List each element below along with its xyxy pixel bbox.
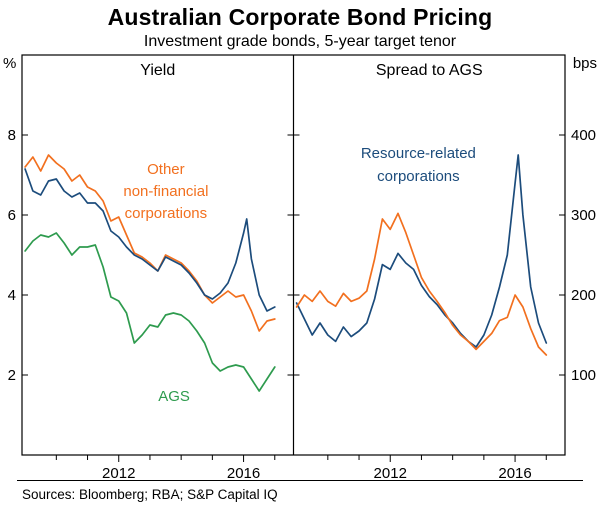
panel-title-spread-to-ags: Spread to AGS — [376, 62, 483, 79]
series-line-resource-related-corporations — [24, 168, 276, 312]
series-line-ags — [24, 232, 276, 392]
x-tick-label: 2012 — [102, 465, 135, 482]
axis-unit-label: bps — [573, 55, 597, 72]
series-label-ags: AGS — [158, 388, 190, 405]
footer-divider — [17, 480, 583, 481]
y-tick-label: 100 — [571, 367, 596, 384]
series-label-resource-related-corporations: corporations — [377, 168, 460, 185]
series-label-resource-related-corporations: Resource-related — [361, 145, 476, 162]
y-tick-label: 6 — [8, 207, 16, 224]
axis-unit-label: % — [3, 55, 16, 72]
series-line-resource-related-corporations — [295, 154, 548, 348]
y-tick-label: 8 — [8, 127, 16, 144]
panel-title-yield: Yield — [140, 62, 175, 79]
chart-subtitle: Investment grade bonds, 5-year target te… — [143, 33, 457, 50]
sources-note: Sources: Bloomberg; RBA; S&P Capital IQ — [22, 487, 278, 502]
y-tick-label: 2 — [8, 367, 16, 384]
y-tick-label: 4 — [8, 287, 16, 304]
y-tick-label: 400 — [571, 127, 596, 144]
series-label-other-non-financial-corporations: non-financial — [123, 183, 208, 200]
x-tick-label: 2016 — [227, 465, 260, 482]
series-label-other-non-financial-corporations: corporations — [125, 205, 208, 222]
series-line-other-non-financial-corporations — [295, 212, 548, 356]
x-tick-label: 2016 — [498, 465, 531, 482]
chart-title: Australian Corporate Bond Pricing — [107, 4, 493, 30]
y-tick-label: 200 — [571, 287, 596, 304]
series-label-other-non-financial-corporations: Other — [147, 161, 185, 178]
series-line-other-non-financial-corporations — [24, 154, 276, 332]
y-tick-label: 300 — [571, 207, 596, 224]
x-tick-label: 2012 — [374, 465, 407, 482]
